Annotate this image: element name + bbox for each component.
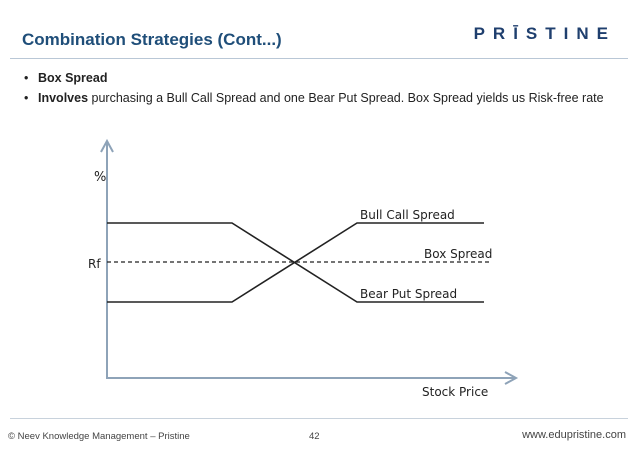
bullet-list: • Box Spread • Involves purchasing a Bull … [24,68,624,108]
slide-title: Combination Strategies (Cont...) [22,30,282,49]
bullet-bold-text: Involves [38,91,89,105]
bullet-item-involves: • Involves purchasing a Bull Call Spread … [24,88,624,108]
bear-put-spread-label: Bear Put Spread [360,287,457,301]
rf-label: Rf [88,257,101,271]
footer-divider [10,418,628,419]
bullet-item-box-spread: • Box Spread [24,68,624,88]
y-axis-label: % [94,170,106,185]
bull-call-spread-line [107,222,484,303]
footer-website-link[interactable]: www.edupristine.com [522,429,626,441]
box-spread-label: Box Spread [424,247,492,261]
bullet-icon: • [24,91,29,105]
bullet-icon: • [24,71,29,85]
bullet-bold-text: Box Spread [38,71,108,85]
bull-call-spread-label: Bull Call Spread [360,208,455,222]
x-axis-arrow-icon [504,371,519,385]
footer-copyright: © Neev Knowledge Management – Pristine [8,431,190,442]
y-axis-arrow-icon [100,138,114,153]
pristine-logo: PRĪSTINE [473,24,616,43]
page-number: 42 [309,431,320,442]
x-axis-label: Stock Price [422,385,488,399]
bullet-text: purchasing a Bull Call Spread and one Be… [88,91,604,105]
title-divider [10,58,628,59]
